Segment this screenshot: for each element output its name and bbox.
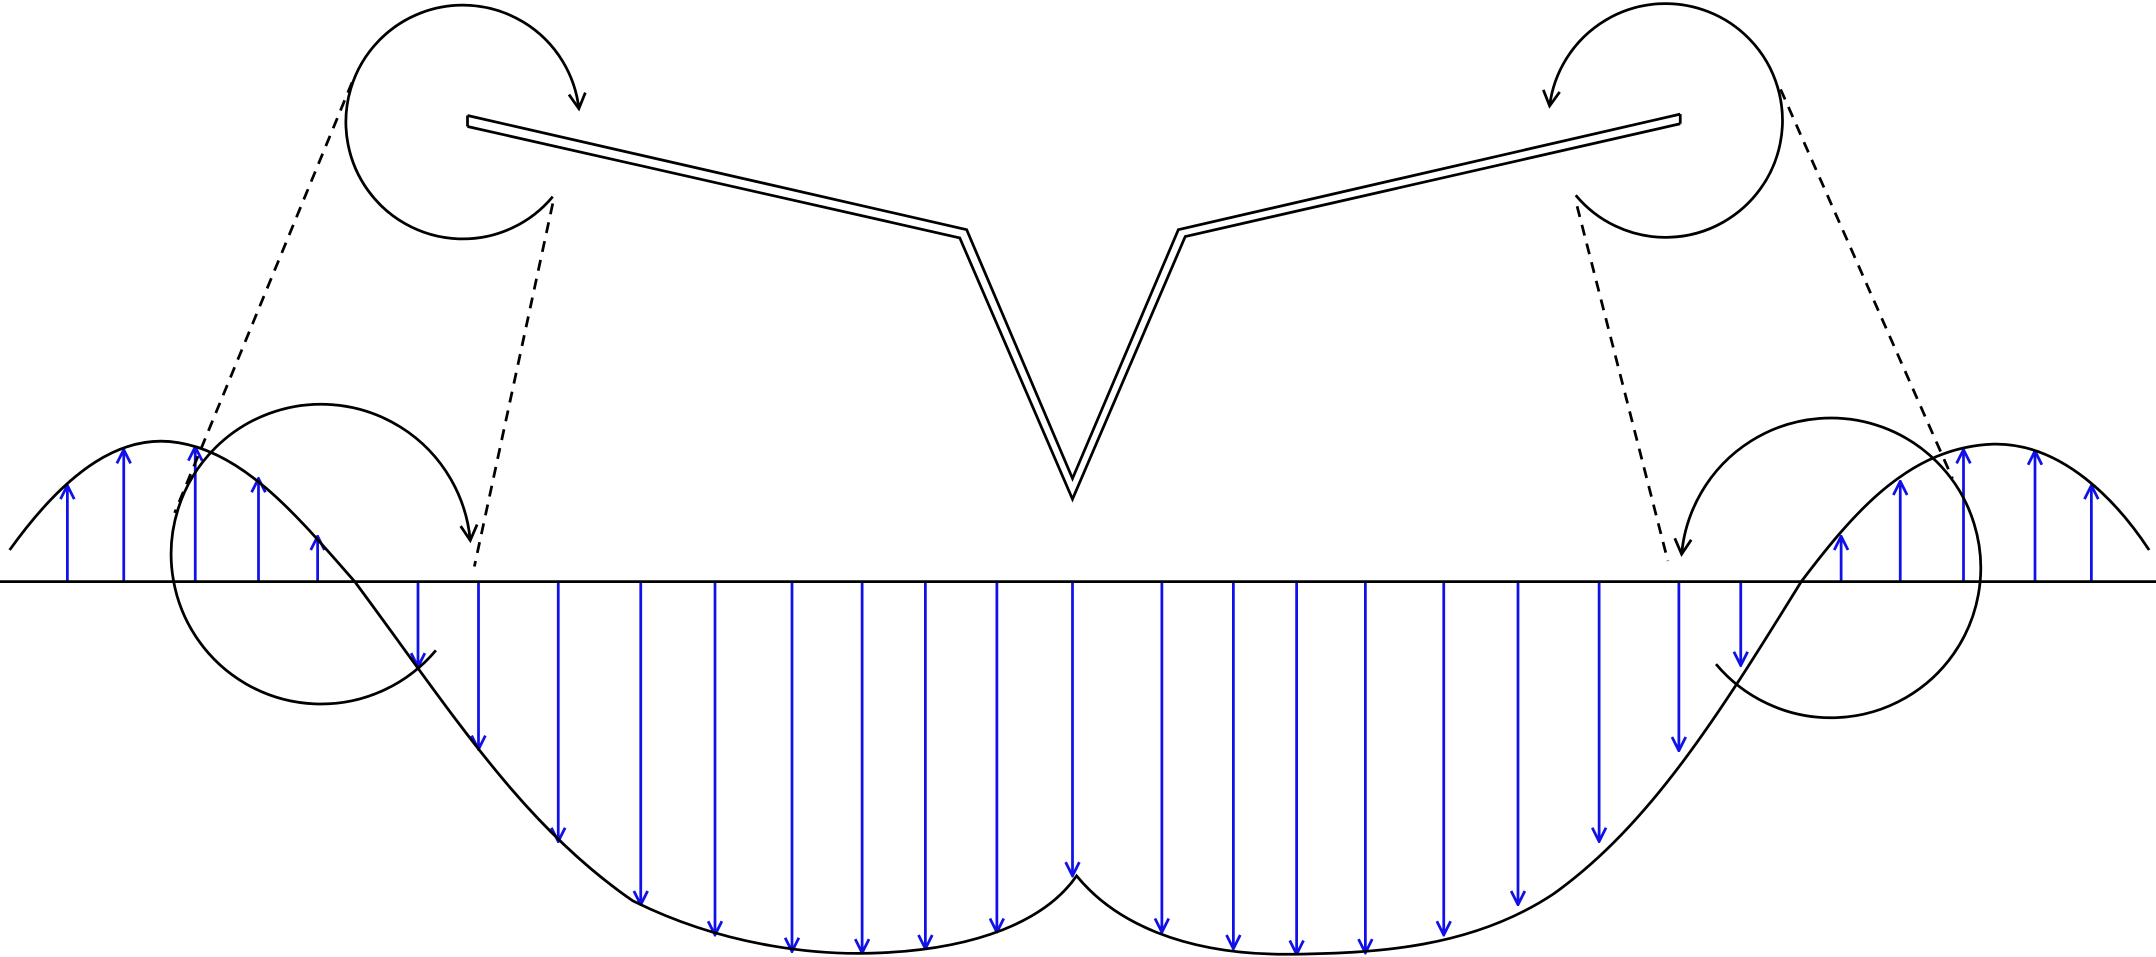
beam-inner: [467, 122, 1681, 503]
moment-arrow: [344, 3, 579, 241]
dashed-line: [173, 81, 354, 514]
dashed-line: [473, 203, 555, 567]
load-curve: [8, 439, 2151, 956]
dashed-line: [1575, 205, 1670, 562]
moment-arrow: [1682, 416, 1983, 720]
moment-arrow: [169, 402, 470, 706]
beam-outer: [467, 112, 1681, 483]
moment-arrow: [1550, 2, 1784, 239]
blue-arrows: [67, 447, 2091, 954]
dashed-line: [1779, 88, 1954, 480]
